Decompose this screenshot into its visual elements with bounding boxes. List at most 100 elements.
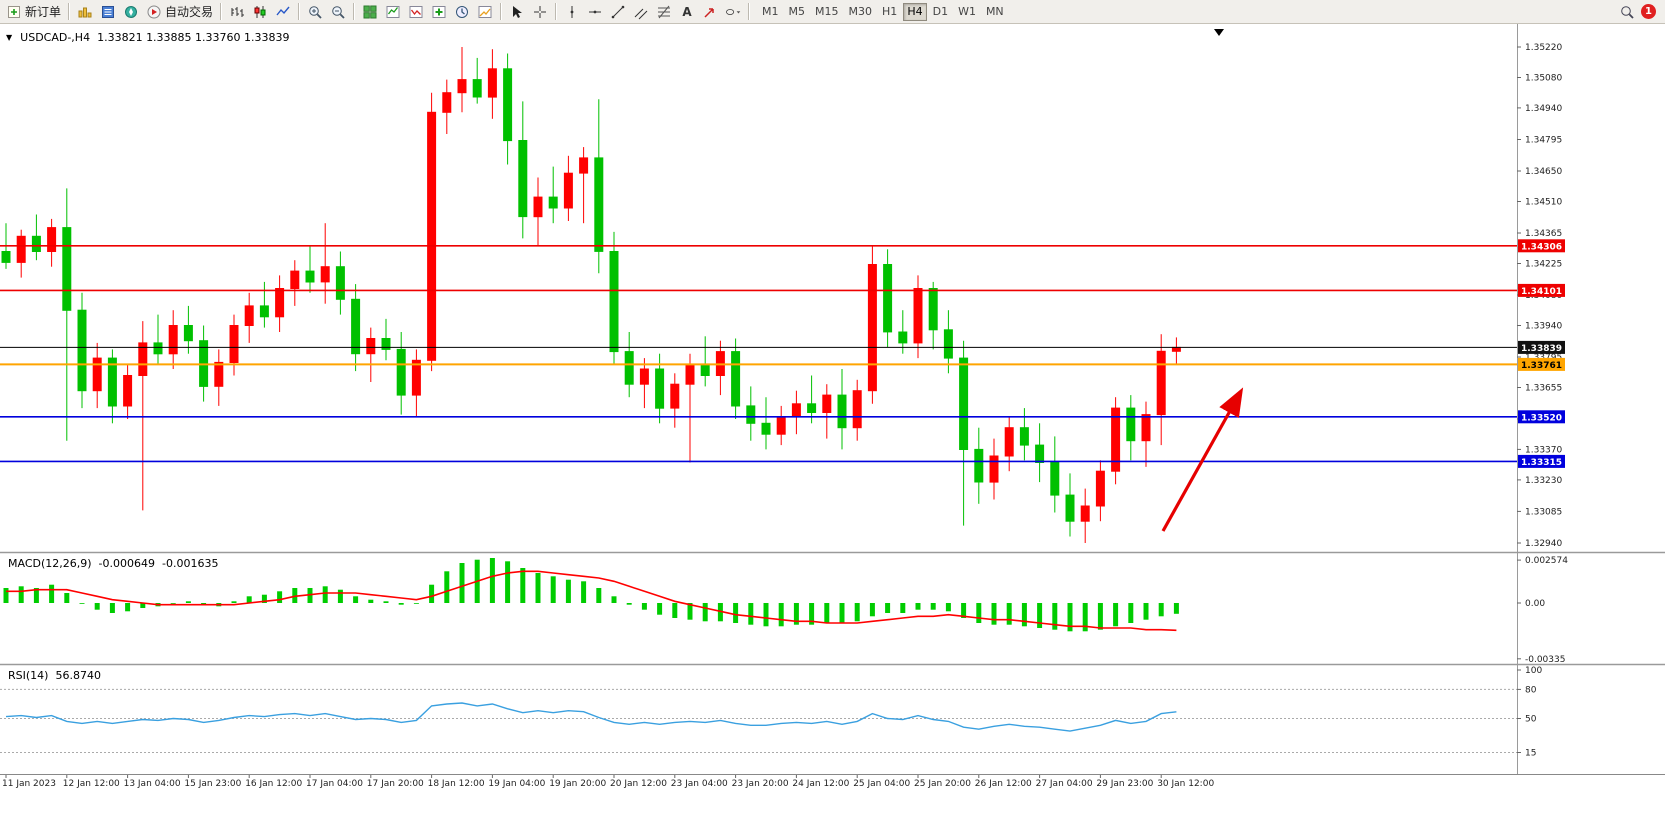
timeframe-group: M1 M5 M15 M30 H1 H4 D1 W1 MN	[758, 2, 1008, 21]
timeframe-button-h1[interactable]: H1	[878, 3, 901, 21]
zoom-out-icon	[332, 5, 345, 19]
svg-text:1.33315: 1.33315	[1521, 458, 1562, 468]
panel-dividers[interactable]	[0, 24, 1665, 775]
zoom-in-icon	[309, 5, 322, 19]
svg-text:12 Jan 12:00: 12 Jan 12:00	[63, 779, 120, 789]
trend-arrow-annotation[interactable]	[1161, 387, 1244, 532]
svg-text:17 Jan 04:00: 17 Jan 04:00	[306, 779, 363, 789]
indicators-button[interactable]	[382, 1, 404, 22]
search-button[interactable]	[1616, 1, 1638, 22]
data-window-button[interactable]	[97, 1, 119, 22]
notification-badge[interactable]: 1	[1641, 4, 1656, 19]
add-indicator-button[interactable]	[428, 1, 450, 22]
trendline-button[interactable]	[607, 1, 629, 22]
macd-main-value: -0.000649	[98, 557, 156, 570]
channel-button[interactable]	[630, 1, 652, 22]
toolbar-separator	[353, 3, 356, 20]
horizontal-line-button[interactable]	[584, 1, 606, 22]
scroll-to-end-marker[interactable]	[1214, 29, 1224, 36]
price-scale: 1.35220 1.35080 1.34940 1.34795 1.34650 1.345…	[1517, 43, 1568, 759]
svg-text:25 Jan 20:00: 25 Jan 20:00	[914, 779, 971, 789]
bar-chart-button[interactable]	[226, 1, 248, 22]
timeframe-button-h4[interactable]: H4	[903, 2, 927, 21]
svg-text:11 Jan 2023: 11 Jan 2023	[2, 779, 56, 789]
cursor-button[interactable]	[506, 1, 528, 22]
candlestick-chart-button[interactable]	[249, 1, 271, 22]
bar-chart-icon	[231, 6, 245, 17]
timeframe-button-m15[interactable]: M15	[811, 3, 843, 21]
svg-text:-0.00335: -0.00335	[1525, 655, 1565, 665]
shapes-button[interactable]	[722, 1, 744, 22]
svg-text:1.33520: 1.33520	[1521, 413, 1562, 423]
svg-text:1.34101: 1.34101	[1521, 287, 1562, 297]
timeframe-button-w1[interactable]: W1	[954, 3, 980, 21]
crosshair-button[interactable]	[529, 1, 551, 22]
svg-text:1.34225: 1.34225	[1525, 260, 1562, 270]
symbol-dropdown-icon[interactable]: ▼	[6, 33, 13, 42]
svg-text:29 Jan 23:00: 29 Jan 23:00	[1096, 779, 1153, 789]
search-icon	[1621, 5, 1634, 19]
toolbar-separator	[68, 3, 71, 20]
toolbar: 新订单 自动交易	[0, 0, 1665, 24]
horizontal-line-icon	[589, 10, 602, 13]
svg-text:1.35080: 1.35080	[1525, 74, 1562, 84]
line-chart-button[interactable]	[272, 1, 294, 22]
svg-text:1.33655: 1.33655	[1525, 384, 1562, 394]
toolbar-separator	[748, 3, 751, 20]
data-window-icon	[102, 5, 115, 18]
vertical-line-button[interactable]	[561, 1, 583, 22]
indicators-icon	[386, 5, 400, 18]
svg-text:1.34650: 1.34650	[1525, 167, 1562, 177]
market-watch-button[interactable]	[74, 1, 96, 22]
candles	[1, 47, 1181, 543]
navigator-button[interactable]	[120, 1, 142, 22]
text-button[interactable]: A	[676, 1, 698, 22]
svg-text:30 Jan 12:00: 30 Jan 12:00	[1157, 779, 1214, 789]
zoom-in-button[interactable]	[304, 1, 326, 22]
arrows-button[interactable]	[699, 1, 721, 22]
svg-text:26 Jan 12:00: 26 Jan 12:00	[975, 779, 1032, 789]
timeframe-button-mn[interactable]: MN	[982, 3, 1008, 21]
text-icon: A	[682, 5, 692, 19]
timeframe-button-d1[interactable]: D1	[929, 3, 952, 21]
svg-text:1.33370: 1.33370	[1525, 445, 1562, 455]
symbol-label: USDCAD-,H4	[20, 31, 91, 44]
time-axis[interactable]: 11 Jan 2023 12 Jan 12:00 13 Jan 04:00 15 Ja…	[2, 775, 1214, 789]
fibonacci-button[interactable]	[653, 1, 675, 22]
svg-text:13 Jan 04:00: 13 Jan 04:00	[124, 779, 181, 789]
svg-text:A: A	[682, 5, 692, 19]
auto-trading-button[interactable]: 自动交易	[143, 1, 216, 22]
macd-signal-value: -0.001635	[162, 557, 219, 570]
channel-icon	[634, 8, 648, 19]
toolbar-separator	[555, 3, 558, 20]
rsi-value: 56.8740	[55, 669, 101, 682]
zoom-out-button[interactable]	[327, 1, 349, 22]
horizontal-lines[interactable]	[0, 245, 1517, 463]
rsi-panel	[0, 688, 1517, 753]
svg-text:15 Jan 23:00: 15 Jan 23:00	[184, 779, 241, 789]
period-button[interactable]	[451, 1, 473, 22]
timeframe-button-m30[interactable]: M30	[845, 3, 877, 21]
svg-text:0.00: 0.00	[1525, 599, 1545, 609]
toolbar-separator	[298, 3, 301, 20]
shapes-icon	[726, 8, 741, 15]
svg-text:50: 50	[1525, 715, 1537, 725]
svg-text:1.34940: 1.34940	[1525, 104, 1562, 114]
svg-text:18 Jan 12:00: 18 Jan 12:00	[428, 779, 485, 789]
chart-ohlc-header: ▼ USDCAD-,H4 1.33821 1.33885 1.33760 1.3…	[6, 31, 290, 44]
macd-signal-line	[6, 570, 1177, 632]
toolbar-separator	[500, 3, 503, 20]
svg-text:1.34365: 1.34365	[1525, 229, 1562, 239]
tile-windows-button[interactable]	[359, 1, 381, 22]
tile-windows-icon	[363, 5, 377, 18]
indicator-window-button[interactable]	[405, 1, 427, 22]
template-button[interactable]	[474, 1, 496, 22]
timeframe-button-m5[interactable]: M5	[785, 3, 810, 21]
svg-text:80: 80	[1525, 685, 1537, 695]
timeframe-button-m1[interactable]: M1	[758, 3, 783, 21]
new-order-button[interactable]: 新订单	[3, 1, 64, 22]
market-watch-icon	[78, 7, 92, 17]
svg-text:19 Jan 04:00: 19 Jan 04:00	[488, 779, 545, 789]
svg-text:1.33085: 1.33085	[1525, 507, 1562, 517]
